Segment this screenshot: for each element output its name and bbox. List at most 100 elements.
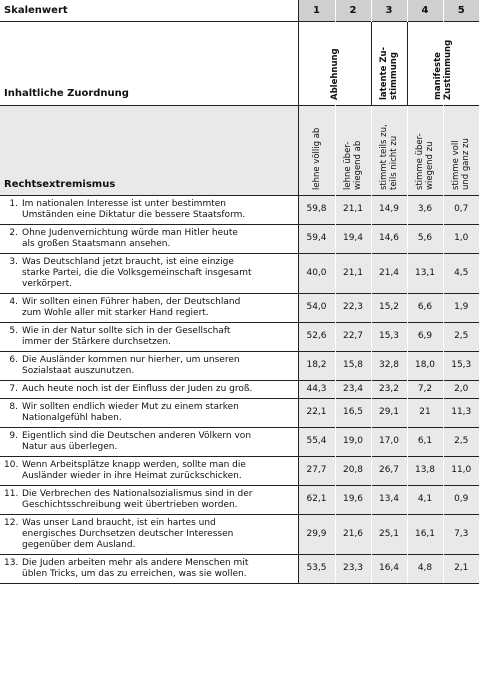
value-cell-3: 17,0 [371,426,408,456]
value-cell-1: 29,9 [298,513,336,554]
statement-line: immer der Stärkere durchsetzen. [22,336,171,347]
table-row: 12. Was unser Land braucht, ist ein harte… [0,513,479,554]
value-cell-2: 19,6 [335,484,372,514]
header-line: stimmt teils zu, [379,123,389,190]
value-cell-1: 18,2 [298,350,336,380]
statement-cell: 13. Die Juden arbeiten mehr als andere Me… [0,553,299,584]
scale-value-4: 4 [407,0,444,21]
statement-line: Ohne Judenvernichtung würde man Hitler h… [22,227,238,238]
statement-number: 9. [9,430,18,441]
statement-number: 7. [9,383,18,394]
group-ablehnung: Ablehnung [298,20,372,105]
statement-line: Wir sollten endlich wieder Mut zu einem … [22,401,239,412]
header-line: teils nicht zu [389,135,399,190]
statement-cell: 10. Wenn Arbeitsplätze knapp werden, soll… [0,455,299,485]
value-cell-2: 20,8 [335,455,372,485]
statement-number: 10. [4,459,19,470]
statement-number: 12. [4,517,19,528]
header-line: stimme voll [451,139,462,190]
header-line: und ganz zu [461,137,472,190]
inhaltliche-zuordnung-label: Inhaltliche Zuordnung [0,20,299,105]
header-line: Ablehnung [329,47,340,100]
value-cell-3: 16,4 [371,553,408,584]
statement-line: Die Juden arbeiten mehr als andere Mensc… [22,557,249,568]
statement-text: Wir sollten einen Führer haben, der Deut… [22,297,284,319]
statement-line: Was Deutschland jetzt braucht, ist eine … [22,256,234,267]
scale-value-5: 5 [443,0,479,21]
statement-cell: 1. Im nationalen Interesse ist unter best… [0,194,299,224]
statement-cell: 12. Was unser Land braucht, ist ein harte… [0,513,299,554]
statement-text: Eigentlich sind die Deutschen anderen Vö… [22,431,284,453]
value-cell-4: 7,2 [407,379,444,398]
statement-line: gegenüber dem Ausland. [22,539,136,550]
statement-text: Die Juden arbeiten mehr als andere Mensc… [22,558,284,580]
value-cell-5: 7,3 [443,513,479,554]
statement-number: 6. [9,354,18,365]
value-cell-4: 6,6 [407,292,444,322]
statement-line: Wie in der Natur sollte sich in der Gese… [22,325,231,336]
table-row: 10. Wenn Arbeitsplätze knapp werden, soll… [0,455,479,485]
value-cell-4: 16,1 [407,513,444,554]
statement-line: Die Ausländer kommen nur hierher, um uns… [22,354,240,365]
header-line: lehne völlig ab [311,127,322,190]
value-cell-4: 13,8 [407,455,444,485]
value-cell-4: 6,9 [407,321,444,351]
statement-cell: 2. Ohne Judenvernichtung würde man Hitler… [0,223,299,253]
value-cell-1: 27,7 [298,455,336,485]
value-cell-3: 26,7 [371,455,408,485]
statement-number: 8. [9,401,18,412]
value-cell-3: 25,1 [371,513,408,554]
statement-line: üblen Tricks, um das zu erreichen, was s… [22,568,247,579]
table-row: 7. Auch heute noch ist der Einfluss der J… [0,379,479,398]
value-cell-1: 22,1 [298,397,336,427]
value-cell-5: 11,0 [443,455,479,485]
statement-line: Ausländer wieder in ihre Heimat zurücksc… [22,470,242,481]
statement-line: Natur aus überlegen. [22,441,118,452]
value-cell-1: 59,4 [298,223,336,253]
statement-cell: 6. Die Ausländer kommen nur hierher, um u… [0,350,299,380]
value-cell-1: 53,5 [298,553,336,584]
header-line: wiegend zu [425,140,435,190]
statement-text: Wie in der Natur sollte sich in der Gese… [22,326,284,348]
header-line: stimme über- [415,132,425,190]
table-row: 8. Wir sollten endlich wieder Mut zu eine… [0,397,479,427]
table-row: 5. Wie in der Natur sollte sich in der Ge… [0,321,479,351]
statement-line: Wir sollten einen Führer haben, der Deut… [22,296,241,307]
statement-cell: 8. Wir sollten endlich wieder Mut zu eine… [0,397,299,427]
column-header-4: stimme über-wiegend zu [407,104,444,195]
statement-text: Was Deutschland jetzt braucht, ist eine … [22,257,284,290]
value-cell-2: 19,0 [335,426,372,456]
table-row: 9. Eigentlich sind die Deutschen anderen … [0,426,479,456]
statement-line: verkörpert. [22,278,73,289]
statement-text: Auch heute noch ist der Einfluss der Jud… [22,384,284,395]
group-manifeste-zustimmung: manifeste Zustimmung [407,20,479,105]
value-cell-5: 2,5 [443,426,479,456]
statement-text: Was unser Land braucht, ist ein hartes u… [22,518,284,551]
table-row: 3. Was Deutschland jetzt braucht, ist ein… [0,252,479,293]
value-cell-2: 21,6 [335,513,372,554]
statement-line: zum Wohle aller mit starker Hand regiert… [22,307,209,318]
statement-line: Was unser Land braucht, ist ein hartes u… [22,517,216,528]
statement-line: Sozialstaat auszunutzen. [22,365,135,376]
value-cell-2: 16,5 [335,397,372,427]
survey-table: Skalenwert 1 2 3 4 5 Inhaltliche Zuordnu… [0,0,479,584]
scale-value-2: 2 [335,0,372,21]
statement-cell: 9. Eigentlich sind die Deutschen anderen … [0,426,299,456]
value-cell-3: 21,4 [371,252,408,293]
value-cell-4: 13,1 [407,252,444,293]
value-cell-4: 4,8 [407,553,444,584]
statement-number: 3. [9,256,18,267]
header-line: manifeste [433,51,444,100]
value-cell-2: 23,3 [335,553,372,584]
statement-line: energisches Durchsetzen deutscher Intere… [22,528,234,539]
value-cell-2: 21,1 [335,194,372,224]
statement-line: Eigentlich sind die Deutschen anderen Vö… [22,430,252,441]
value-cell-5: 2,1 [443,553,479,584]
statement-cell: 11. Die Verbrechen des Nationalsozialismu… [0,484,299,514]
value-cell-5: 0,9 [443,484,479,514]
value-cell-4: 6,1 [407,426,444,456]
statement-number: 2. [9,227,18,238]
value-cell-5: 4,5 [443,252,479,293]
table-row: 2. Ohne Judenvernichtung würde man Hitler… [0,223,479,253]
value-cell-5: 0,7 [443,194,479,224]
